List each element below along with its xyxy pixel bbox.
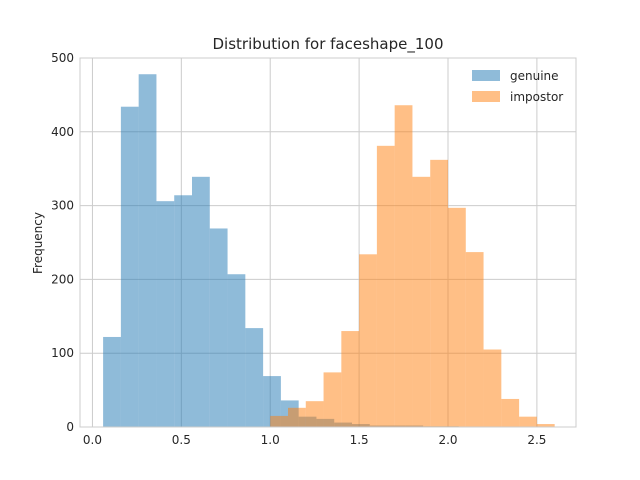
impostor-bar	[430, 159, 448, 427]
impostor-bar	[501, 398, 520, 427]
legend-label-genuine: genuine	[510, 69, 559, 83]
chart-title: Distribution for faceshape_100	[212, 35, 443, 54]
x-tick-label: 0.0	[83, 433, 102, 447]
y-tick-label: 300	[51, 199, 74, 213]
genuine-bar	[138, 74, 157, 428]
genuine-bar	[174, 195, 192, 427]
genuine-bar	[263, 376, 281, 427]
legend-swatch-genuine	[472, 70, 500, 81]
y-tick-label: 200	[51, 272, 74, 286]
impostor-bar	[465, 252, 484, 427]
impostor-bar	[412, 176, 431, 427]
genuine-bar	[156, 201, 175, 427]
x-tick-label: 1.0	[261, 433, 280, 447]
impostor-bar	[341, 331, 360, 427]
x-tick-label: 2.5	[527, 433, 546, 447]
genuine-bar	[103, 336, 121, 427]
x-tick-label: 1.5	[350, 433, 369, 447]
impostor-bar	[376, 145, 395, 427]
impostor-bar	[448, 207, 466, 427]
y-tick-label: 400	[51, 125, 74, 139]
genuine-bar	[209, 228, 228, 427]
x-tick-label: 2.0	[438, 433, 457, 447]
y-tick-label: 500	[51, 51, 74, 65]
impostor-bar	[536, 424, 555, 427]
plot-area	[79, 57, 577, 428]
y-axis-label: Frequency	[31, 212, 45, 274]
plot-frame	[79, 57, 577, 428]
legend-label-impostor: impostor	[510, 90, 563, 104]
y-tick-label: 100	[51, 346, 74, 360]
genuine-bar	[192, 176, 210, 427]
y-axis-ticks: 0 100 200 300 400 500	[51, 51, 74, 434]
histogram-bars	[103, 74, 555, 428]
x-axis-ticks: 0.0 0.5 1.0 1.5 2.0 2.5	[83, 433, 547, 447]
impostor-bar	[305, 401, 324, 427]
series-impostor	[270, 105, 555, 428]
genuine-bar	[227, 274, 246, 427]
x-tick-label: 0.5	[172, 433, 191, 447]
series-genuine	[103, 74, 459, 428]
y-tick-label: 0	[66, 420, 74, 434]
impostor-bar	[323, 372, 342, 427]
genuine-bar	[120, 106, 139, 427]
impostor-bar	[483, 349, 502, 427]
genuine-bar	[245, 328, 264, 427]
impostor-bar	[288, 407, 306, 427]
impostor-bar	[519, 416, 537, 427]
legend-swatch-impostor	[472, 91, 500, 102]
legend: genuine impostor	[472, 69, 563, 104]
impostor-bar	[394, 105, 413, 428]
impostor-bar	[359, 254, 377, 427]
impostor-bar	[270, 415, 288, 427]
